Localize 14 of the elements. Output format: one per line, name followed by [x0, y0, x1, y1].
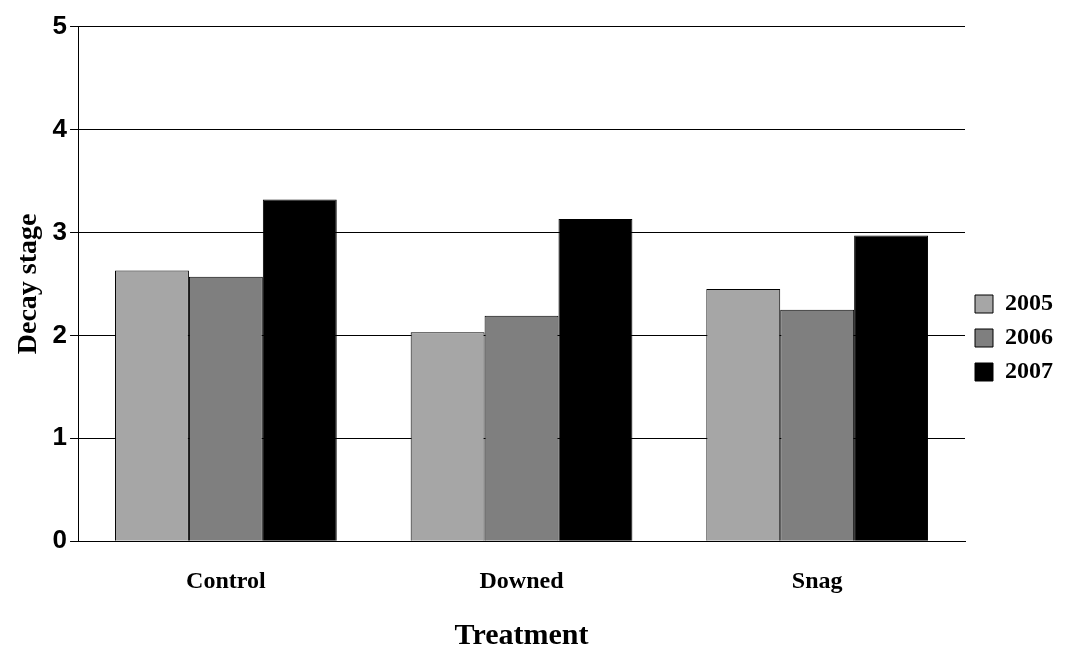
y-tick-label: 5	[52, 9, 68, 40]
y-tick-label: 3	[52, 215, 68, 246]
x-tick-label: Control	[186, 566, 266, 593]
x-tick-label: Downed	[479, 566, 565, 593]
y-tick-label: 2	[52, 318, 68, 349]
y-tick-label: 1	[52, 421, 68, 452]
y-tick-label: 4	[52, 112, 68, 143]
y-tick-label: 0	[52, 524, 68, 555]
legend-label: 2007	[1005, 357, 1053, 384]
y-axis-title: Decay stage	[11, 213, 43, 355]
legend-label: 2006	[1005, 323, 1053, 350]
x-tick-label: Snag	[791, 566, 843, 593]
legend-label: 2005	[1005, 289, 1053, 316]
x-axis-title: Treatment	[454, 616, 589, 650]
